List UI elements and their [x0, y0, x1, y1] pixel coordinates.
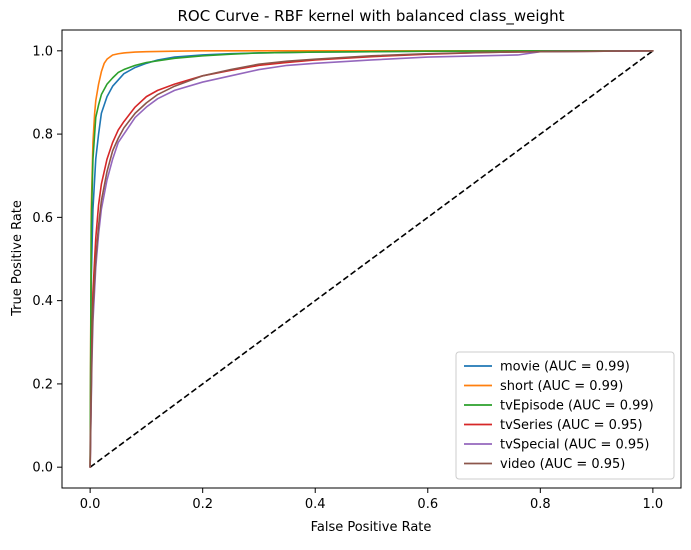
- x-axis-label: False Positive Rate: [311, 520, 432, 535]
- x-tick-label: 1.0: [643, 497, 664, 512]
- y-tick-label: 0.2: [32, 377, 53, 392]
- y-tick-label: 0.0: [32, 461, 53, 476]
- legend-label: movie (AUC = 0.99): [500, 360, 630, 375]
- y-tick-label: 1.0: [32, 44, 53, 59]
- legend: movie (AUC = 0.99) short (AUC = 0.99) tvEp…: [455, 351, 675, 480]
- legend-label: tvSeries (AUC = 0.95): [500, 418, 643, 433]
- x-tick-label: 0.6: [417, 497, 438, 512]
- legend-box: [455, 351, 675, 480]
- y-tick-label: 0.6: [32, 211, 53, 226]
- series-line-5: [89, 50, 654, 468]
- y-tick-label: 0.4: [32, 294, 53, 309]
- x-tick-label: 0.0: [80, 497, 101, 512]
- x-tick-label: 0.2: [192, 497, 213, 512]
- legend-label: tvSpecial (AUC = 0.95): [500, 438, 650, 453]
- x-tick-label: 0.8: [530, 497, 551, 512]
- legend-label: video (AUC = 0.95): [500, 457, 625, 472]
- series-line-1: [89, 50, 654, 468]
- y-tick-label: 0.8: [32, 128, 53, 143]
- plot-frame: [61, 29, 682, 489]
- chart-title: ROC Curve - RBF kernel with balanced cla…: [178, 7, 565, 26]
- plot-area: 0.0 0.2 0.4 0.6 0.8 1.0 0.0 0.2 0.4 0.6 0.8 1.0: [32, 29, 682, 512]
- legend-label: short (AUC = 0.99): [500, 379, 623, 394]
- x-tick-label: 0.4: [305, 497, 326, 512]
- series-line-2: [89, 50, 654, 468]
- y-axis-label: True Positive Rate: [10, 200, 25, 317]
- legend-label: tvEpisode (AUC = 0.99): [500, 399, 654, 414]
